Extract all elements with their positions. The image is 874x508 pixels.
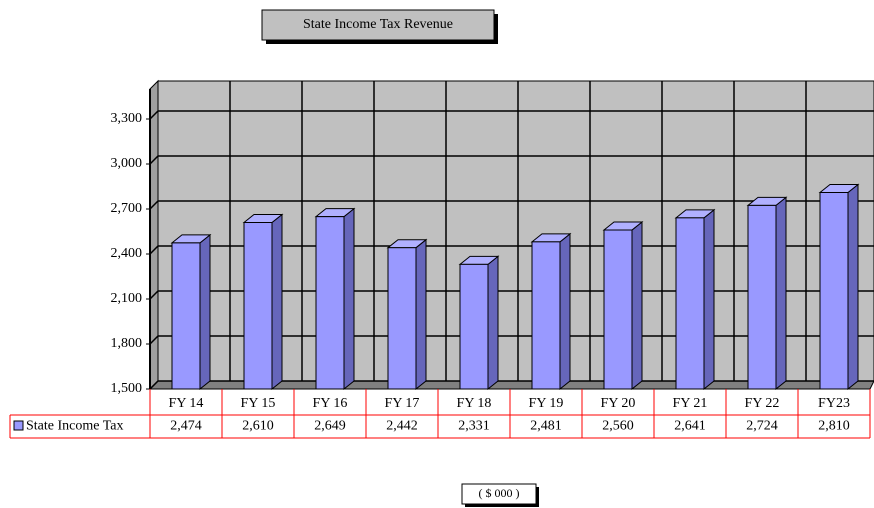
grid-line — [149, 110, 874, 120]
data-label: 2,641 — [674, 419, 706, 434]
title-box — [261, 9, 495, 41]
y-tick-label: 2,700 — [111, 201, 143, 216]
data-label: 2,481 — [530, 419, 562, 434]
x-tick-label: FY 16 — [313, 396, 348, 411]
data-label: 2,649 — [314, 419, 346, 434]
bar-side — [343, 207, 355, 391]
x-tick-label: FY 20 — [601, 396, 636, 411]
bar — [171, 242, 201, 390]
y-tick-label: 3,300 — [111, 111, 143, 126]
bar — [315, 216, 345, 390]
grid-line — [149, 155, 874, 165]
bar — [675, 217, 705, 390]
bar — [459, 263, 489, 390]
x-tick-label: FY 15 — [241, 396, 276, 411]
x-tick-label: FY 19 — [529, 396, 564, 411]
bar-side — [415, 238, 427, 391]
data-label: 2,724 — [746, 419, 778, 434]
x-tick-label: FY23 — [818, 396, 850, 411]
bar-side — [487, 255, 499, 391]
x-tick-label: FY 18 — [457, 396, 492, 411]
data-label: 2,474 — [170, 419, 202, 434]
annotation-box — [461, 483, 537, 505]
bar-side — [199, 233, 211, 391]
chart-title: State Income Tax Revenue — [303, 17, 453, 32]
data-label: 2,442 — [386, 419, 418, 434]
legend-label: State Income Tax — [26, 419, 124, 434]
x-tick-label: FY 17 — [385, 396, 420, 411]
y-tick-label: 3,000 — [111, 156, 143, 171]
grid-line — [149, 200, 874, 210]
bar-side — [631, 220, 643, 391]
annotation: ( $ 000 ) — [479, 486, 520, 500]
bar-side — [703, 208, 715, 391]
y-tick-label: 2,100 — [111, 291, 143, 306]
bar-side — [847, 183, 859, 391]
data-label: 2,610 — [242, 419, 274, 434]
y-tick-label: 1,500 — [111, 381, 143, 396]
bar — [819, 192, 849, 390]
data-label: 2,810 — [818, 419, 850, 434]
bar — [603, 229, 633, 390]
bar-side — [271, 213, 283, 391]
legend-swatch — [13, 420, 24, 431]
bar-side — [559, 232, 571, 391]
x-tick-label: FY 14 — [169, 396, 204, 411]
data-label: 2,560 — [602, 419, 634, 434]
data-label: 2,331 — [458, 419, 490, 434]
x-tick-label: FY 22 — [745, 396, 780, 411]
y-tick-label: 1,800 — [111, 336, 143, 351]
bar-side — [775, 196, 787, 391]
y-tick-label: 2,400 — [111, 246, 143, 261]
bar — [243, 222, 273, 390]
bar — [747, 204, 777, 390]
x-tick-label: FY 21 — [673, 396, 708, 411]
bar — [387, 247, 417, 390]
bar — [531, 241, 561, 390]
